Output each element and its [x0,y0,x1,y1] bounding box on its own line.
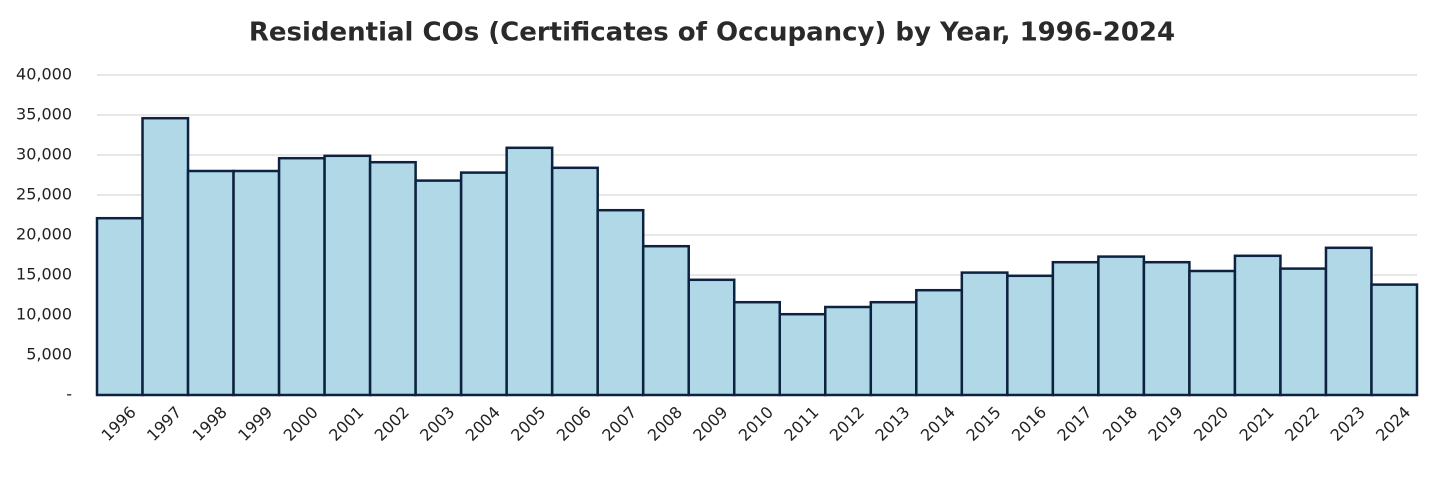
x-tick-label: 2006 [553,403,595,445]
bar [641,244,690,397]
x-tick-label: 2013 [871,403,913,445]
x-tick-label: 2018 [1099,403,1141,445]
x-tick-label: 2015 [962,403,1004,445]
bar [505,146,554,397]
bar [1279,267,1328,397]
x-tick-label: 2009 [689,403,731,445]
x-tick-label: 1996 [98,403,140,445]
x-tick-label: 2011 [780,403,822,445]
bar [414,179,463,397]
x-tick-label: 2014 [917,403,959,445]
bar [687,278,736,397]
x-tick-label: 2021 [1235,403,1277,445]
x-tick-label: 2020 [1190,403,1232,445]
x-tick-label: 2007 [598,403,640,445]
bar [915,288,964,397]
x-tick-label: 1998 [189,403,231,445]
x-tick-label: 1999 [234,403,276,445]
bar [459,171,508,397]
bar [596,208,645,397]
bar [186,169,235,397]
y-tick-label: - [66,385,72,404]
x-tick-label: 2008 [644,403,686,445]
bar [960,271,1009,397]
bar [1006,274,1055,397]
bar [1142,260,1191,397]
x-tick-label: 2002 [371,403,413,445]
bar [1051,260,1100,397]
x-tick-label: 2000 [280,403,322,445]
bar [550,166,599,397]
bar [1188,269,1237,397]
bar [732,300,782,397]
x-tick-label: 1997 [143,403,185,445]
bar [778,312,827,397]
x-tick-label: 2001 [325,403,367,445]
x-tick-label: 2003 [416,403,458,445]
bar [141,116,190,397]
x-tick-label: 2019 [1144,403,1186,445]
y-tick-label: 25,000 [16,185,72,204]
x-tick-label: 2010 [735,403,777,445]
y-tick-label: 5,000 [26,345,72,364]
y-tick-label: 10,000 [16,305,72,324]
x-tick-label: 2005 [507,403,549,445]
chart-title: Residential COs (Certificates of Occupan… [249,18,1175,48]
y-tick-label: 40,000 [16,65,72,84]
bar [232,169,281,397]
y-tick-label: 20,000 [16,225,72,244]
bar [1233,254,1282,397]
x-tick-label: 2016 [1008,403,1050,445]
bar [1324,246,1373,397]
bar [95,216,144,397]
x-tick-label: 2004 [462,403,504,445]
bar [869,300,918,397]
y-tick-label: 35,000 [16,105,72,124]
bar [368,160,417,397]
bar [824,305,873,397]
bar [277,156,326,397]
x-tick-label: 2012 [826,403,868,445]
bar [1097,255,1146,397]
x-tick-label: 2017 [1053,403,1095,445]
bar [1370,283,1419,397]
bar [323,154,372,397]
y-tick-label: 30,000 [16,145,72,164]
x-tick-label: 2023 [1327,403,1369,445]
x-tick-label: 2022 [1281,403,1323,445]
x-tick-label: 2024 [1372,403,1414,445]
y-tick-label: 15,000 [16,265,72,284]
